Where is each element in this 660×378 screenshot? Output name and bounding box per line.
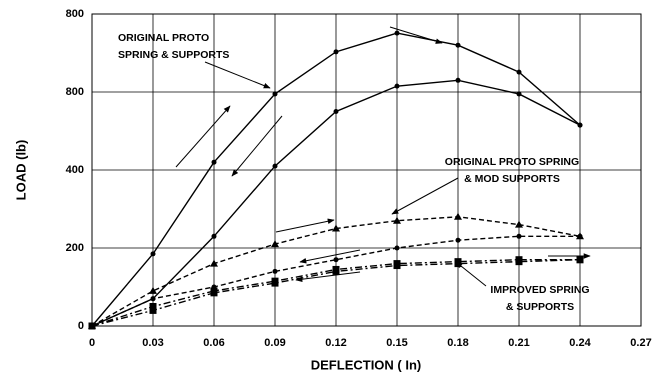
marker — [454, 260, 462, 268]
marker — [272, 91, 278, 97]
marker — [333, 49, 339, 55]
marker — [211, 233, 217, 239]
marker — [210, 289, 218, 297]
marker — [576, 256, 584, 264]
x-tick-label: 0.24 — [569, 337, 591, 349]
marker — [210, 259, 218, 267]
marker — [271, 240, 279, 248]
x-tick-label: 0.03 — [142, 337, 163, 349]
marker — [149, 306, 157, 314]
x-tick-label: 0.09 — [264, 337, 285, 349]
marker — [272, 163, 278, 169]
marker — [394, 245, 400, 251]
marker — [394, 83, 400, 89]
marker — [515, 258, 523, 266]
marker — [150, 251, 156, 257]
marker — [516, 69, 522, 75]
marker — [455, 42, 461, 48]
marker — [577, 233, 583, 239]
annotation: & MOD SUPPORTS — [464, 173, 560, 185]
y-tick-label: 800 — [66, 86, 84, 98]
annotation: ORIGINAL PROTO — [118, 32, 209, 44]
annotation: SPRING & SUPPORTS — [118, 49, 229, 61]
annotation: IMPROVED SPRING — [490, 284, 589, 296]
marker — [393, 262, 401, 270]
x-tick-label: 0.06 — [203, 337, 224, 349]
y-tick-label: 200 — [66, 242, 84, 254]
marker — [515, 220, 523, 228]
arrows — [175, 26, 591, 287]
x-tick-label: 0.21 — [508, 337, 529, 349]
annotation: ORIGINAL PROTO SPRING — [445, 156, 579, 168]
marker — [393, 216, 401, 224]
y-tick-label: 400 — [66, 164, 84, 176]
x-tick-label: 0.15 — [386, 337, 407, 349]
annotation: & SUPPORTS — [506, 301, 574, 313]
marker — [455, 77, 461, 83]
marker — [211, 159, 217, 165]
series-line — [91, 235, 580, 327]
marker — [394, 30, 400, 36]
x-tick-label: 0 — [89, 337, 95, 349]
marker — [454, 212, 462, 220]
y-axis-title: LOAD (lb) — [13, 140, 28, 201]
y-tick-label: 0 — [78, 320, 84, 332]
x-tick-label: 0.27 — [630, 337, 651, 349]
marker — [333, 257, 339, 263]
marker — [149, 303, 157, 310]
marker — [272, 268, 278, 274]
y-tick-label: 800 — [66, 8, 84, 20]
marker — [149, 286, 157, 294]
marker — [516, 91, 522, 97]
x-tick-label: 0.12 — [325, 337, 346, 349]
x-tick-label: 0.18 — [447, 337, 468, 349]
marker — [455, 237, 461, 243]
marker — [271, 279, 279, 287]
marker — [333, 109, 339, 114]
marker — [577, 122, 583, 128]
marker — [516, 233, 522, 239]
x-axis-title: DEFLECTION ( In) — [311, 357, 422, 372]
marker — [332, 267, 340, 275]
marker — [88, 322, 96, 330]
marker — [332, 224, 340, 232]
marker — [150, 296, 156, 302]
